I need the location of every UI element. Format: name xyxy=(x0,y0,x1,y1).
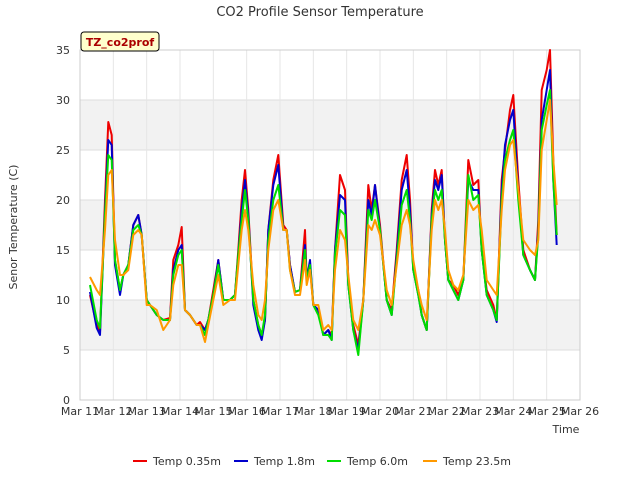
x-axis-label: Time xyxy=(552,423,580,436)
y-axis-label: Senor Temperature (C) xyxy=(7,165,20,290)
x-tick-label: Mar 26 xyxy=(561,405,599,418)
station-badge: TZ_co2prof xyxy=(80,31,160,52)
legend-label-1: Temp 1.8m xyxy=(253,455,315,468)
series-line-3 xyxy=(89,99,558,343)
x-tick-label: Mar 20 xyxy=(361,405,399,418)
data-series xyxy=(89,49,558,356)
x-tick-label: Mar 12 xyxy=(94,405,132,418)
badge-label: TZ_co2prof xyxy=(86,36,155,49)
y-tick-label: 35 xyxy=(56,44,70,57)
y-tick-label: 25 xyxy=(56,144,70,157)
shaded-band-2 xyxy=(80,100,580,150)
plot-frame xyxy=(79,49,581,401)
shaded-band-1 xyxy=(80,200,580,250)
x-tick-label: Mar 24 xyxy=(494,405,532,418)
x-tick-label: Mar 23 xyxy=(461,405,499,418)
y-tick-label: 15 xyxy=(56,244,70,257)
x-tick-label: Mar 15 xyxy=(194,405,232,418)
x-tick-label: Mar 19 xyxy=(328,405,366,418)
x-tick-label: Mar 16 xyxy=(228,405,266,418)
y-tick-label: 5 xyxy=(63,344,70,357)
y-tick-label: 30 xyxy=(56,94,70,107)
legend-label-3: Temp 23.5m xyxy=(442,455,511,468)
y-tick-labels: 0 5 10 15 20 25 30 35 xyxy=(56,44,70,407)
badge-box xyxy=(80,31,160,52)
x-tick-label: Mar 21 xyxy=(394,405,432,418)
x-tick-label: Mar 17 xyxy=(261,405,299,418)
legend-label-0: Temp 0.35m xyxy=(152,455,221,468)
y-tick-label: 10 xyxy=(56,294,70,307)
x-tick-label: Mar 13 xyxy=(128,405,166,418)
chart-title: CO2 Profile Sensor Temperature xyxy=(216,5,423,20)
x-tick-label: Mar 22 xyxy=(428,405,466,418)
x-tick-label: Mar 14 xyxy=(161,405,199,418)
y-tick-label: 20 xyxy=(56,194,70,207)
y-tick-label: 0 xyxy=(63,394,70,407)
legend-label-2: Temp 6.0m xyxy=(346,455,408,468)
x-tick-label: Mar 18 xyxy=(294,405,332,418)
legend: Temp 0.35m Temp 1.8m Temp 6.0m Temp 23.5m xyxy=(133,455,511,468)
x-tick-label: Mar 25 xyxy=(528,405,566,418)
x-tick-label: Mar 11 xyxy=(61,405,99,418)
